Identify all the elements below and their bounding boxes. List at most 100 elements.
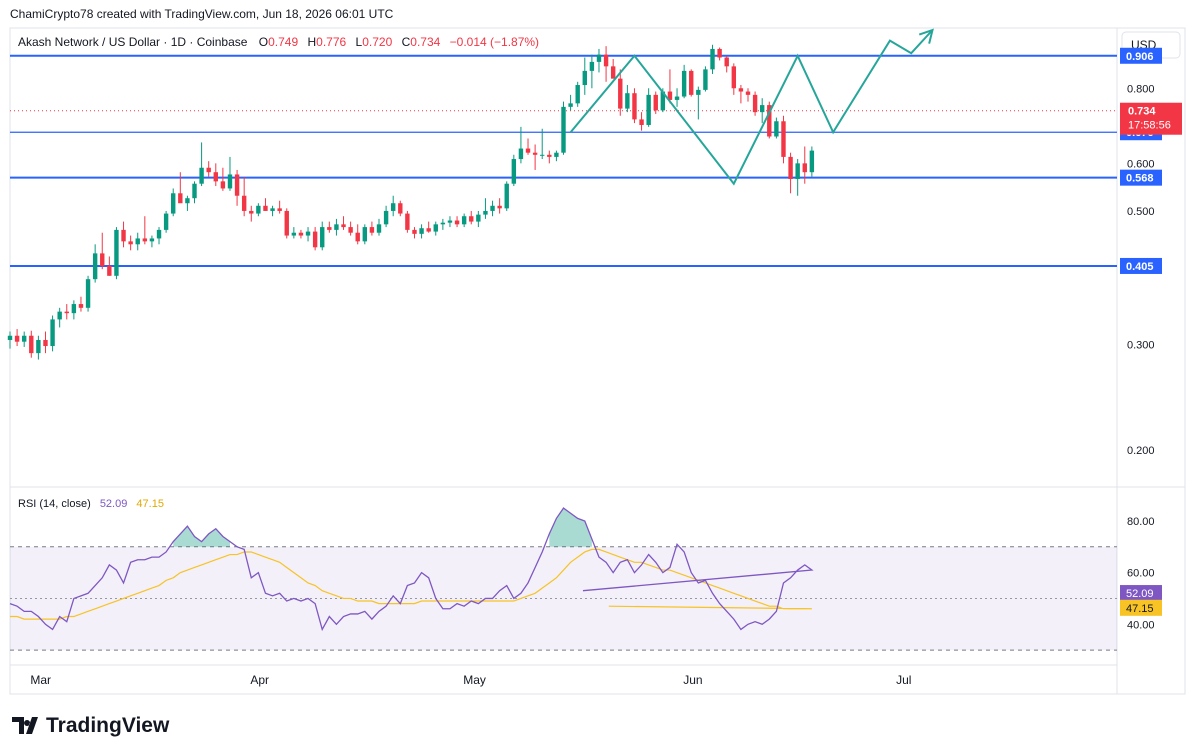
price-tick: 0.200 xyxy=(1127,445,1155,457)
level-label: 0.405 xyxy=(1126,261,1154,273)
candle-body xyxy=(312,231,318,248)
candle-body xyxy=(547,154,552,157)
candle-body xyxy=(433,224,438,232)
candle-body xyxy=(639,119,644,125)
candle-body xyxy=(759,105,765,113)
candle-body xyxy=(21,335,27,342)
candle-body xyxy=(57,311,62,320)
candle-body xyxy=(192,183,197,199)
candle-body xyxy=(575,85,580,104)
candle-body xyxy=(490,205,495,211)
symbol-legend: Akash Network / US Dollar · 1D · Coinbas… xyxy=(18,35,539,49)
candle-body xyxy=(390,203,396,211)
low-value: 0.720 xyxy=(362,35,392,49)
time-tick: Mar xyxy=(30,673,51,687)
candle-body xyxy=(582,70,587,86)
candle-body xyxy=(603,54,609,67)
open-label: O xyxy=(259,35,268,49)
candle-body xyxy=(554,152,559,157)
level-label-box xyxy=(1120,47,1162,64)
candle-body xyxy=(625,93,630,109)
candle-body xyxy=(135,238,140,245)
level-label-box xyxy=(1120,169,1162,186)
level-lines xyxy=(10,54,1117,267)
rsi-overbought-fill xyxy=(173,526,230,547)
candle-body xyxy=(50,319,55,347)
candle-body xyxy=(85,279,91,308)
candle-body xyxy=(781,121,786,157)
candle-body xyxy=(476,214,481,222)
candle-body xyxy=(249,210,254,214)
candle-body xyxy=(802,163,807,173)
candle-body xyxy=(121,229,126,242)
candle-body xyxy=(128,241,133,245)
author-line: ChamiCrypto78 created with TradingView.c… xyxy=(10,7,394,21)
candle-body xyxy=(696,89,701,95)
rsi-legend: RSI (14, close) 52.09 47.15 xyxy=(18,498,164,510)
tv-logo-text: TradingView xyxy=(46,714,170,737)
rsi-ma-line xyxy=(10,548,812,620)
candle-body xyxy=(171,193,176,214)
level-label: 0.906 xyxy=(1126,51,1154,63)
candle-body xyxy=(469,216,474,222)
candle-body xyxy=(589,61,595,71)
candle-body xyxy=(518,148,524,160)
candle-body xyxy=(29,335,34,354)
candle-body xyxy=(383,210,389,225)
candle-body xyxy=(241,195,247,211)
candle-body xyxy=(689,70,694,95)
candle-body xyxy=(454,220,460,225)
open-value: 0.749 xyxy=(268,35,298,49)
candle-body xyxy=(717,48,722,58)
time-axis: Mar Apr May Jun Jul xyxy=(30,673,911,687)
tv-logo-icon xyxy=(12,717,38,734)
candle-body xyxy=(92,253,98,280)
level-label: 0.568 xyxy=(1126,173,1154,185)
candle-body xyxy=(788,156,793,180)
high-label: H xyxy=(307,35,316,49)
candle-body xyxy=(405,213,410,230)
candles xyxy=(7,44,815,360)
candle-body xyxy=(681,70,687,97)
price-axis: 0.800 0.600 0.500 0.300 0.200 xyxy=(1127,83,1155,457)
candle-body xyxy=(206,167,211,173)
candle-body xyxy=(752,94,758,113)
rsi-title: RSI (14, close) xyxy=(18,498,91,510)
candle-body xyxy=(71,304,77,314)
candle-body xyxy=(376,224,382,233)
candle-body xyxy=(710,48,715,70)
candle-body xyxy=(497,205,502,209)
candle-body xyxy=(440,222,446,225)
candle-body xyxy=(653,94,658,111)
candle-body xyxy=(64,311,69,314)
rsi-ma-legend-value: 47.15 xyxy=(136,498,164,510)
rsi-overbought-fill xyxy=(549,508,592,547)
candle-body xyxy=(511,159,517,184)
candle-body xyxy=(185,198,190,204)
candle-body xyxy=(419,228,424,234)
tradingview-logo: TradingView xyxy=(12,714,170,737)
candle-body xyxy=(504,183,509,209)
candle-body xyxy=(256,205,261,214)
high-value: 0.776 xyxy=(316,35,346,49)
candle-body xyxy=(362,227,368,242)
candle-body xyxy=(646,94,651,125)
low-label: L xyxy=(356,35,363,49)
rsi-tick: 80.00 xyxy=(1127,516,1155,528)
candle-body xyxy=(738,88,744,92)
candle-body xyxy=(596,54,602,62)
candle-body xyxy=(561,106,566,153)
price-tick: 0.800 xyxy=(1127,83,1155,95)
candle-body xyxy=(270,208,275,211)
candle-body xyxy=(525,148,531,153)
candle-body xyxy=(100,253,105,266)
candle-body xyxy=(610,66,616,79)
candle-body xyxy=(568,103,573,107)
candle-body xyxy=(731,66,737,89)
countdown-value: 17:58:56 xyxy=(1128,120,1171,132)
projection-path xyxy=(569,29,934,186)
candle-body xyxy=(461,216,467,225)
candle-body xyxy=(277,208,282,211)
candle-body xyxy=(674,96,680,100)
